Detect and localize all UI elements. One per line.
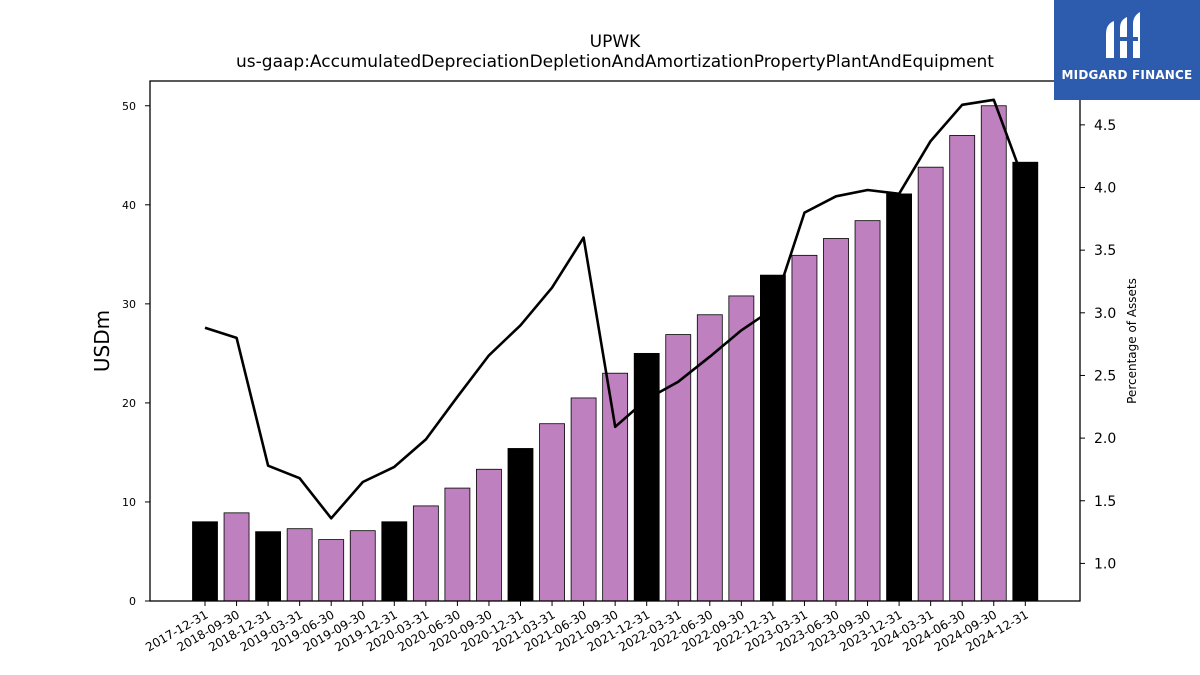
bar-2018-09-30 <box>223 512 250 602</box>
bar-2019-03-31 <box>286 528 313 602</box>
right-tick-label: 1.5 <box>1094 494 1116 510</box>
bar-2020-06-30 <box>444 487 471 602</box>
bar-2019-06-30 <box>318 539 345 602</box>
bar-2023-03-31 <box>791 254 818 602</box>
bar-series <box>192 105 1039 602</box>
y2-axis-label: Percentage of Assets <box>1125 278 1139 404</box>
bar-2022-12-31 <box>760 274 786 602</box>
bar-2024-06-30 <box>949 135 976 602</box>
x-axis: 2017-12-312018-09-302018-12-312019-03-31… <box>143 601 1031 654</box>
percentage-line-series <box>204 98 1027 520</box>
midgard-logo-icon <box>1106 12 1140 58</box>
bar-2017-12-31 <box>192 521 218 602</box>
bar-2023-06-30 <box>823 238 849 602</box>
bar-2023-09-30 <box>854 220 881 602</box>
bar-2022-09-30 <box>728 295 755 602</box>
bar-2019-09-30 <box>349 530 376 602</box>
left-tick-label: 30 <box>122 298 136 311</box>
bar-2021-12-31 <box>633 352 660 602</box>
logo-wordmark: MIDGARD FINANCE <box>1061 68 1193 82</box>
chart-subtitle: us-gaap:AccumulatedDepreciationDepletion… <box>236 52 994 72</box>
bar-2020-09-30 <box>476 468 502 602</box>
bar-2020-12-31 <box>507 448 534 602</box>
right-tick-label: 4.0 <box>1094 181 1116 197</box>
bar-2024-12-31 <box>1012 161 1039 602</box>
right-tick-label: 2.5 <box>1094 368 1116 384</box>
percentage-line <box>204 98 1027 520</box>
bar-2021-03-31 <box>539 423 565 602</box>
right-tick-label: 2.0 <box>1094 431 1116 447</box>
y-axis-label: USDm <box>90 310 114 372</box>
right-tick-label: 3.5 <box>1094 243 1116 259</box>
left-tick-label: 0 <box>129 595 136 608</box>
bar-2018-12-31 <box>255 531 282 602</box>
bar-2020-03-31 <box>412 505 439 602</box>
bar-2024-03-31 <box>917 166 944 602</box>
bar-2021-09-30 <box>602 372 629 602</box>
left-tick-label: 20 <box>122 397 136 410</box>
right-tick-label: 3.0 <box>1094 306 1116 322</box>
chart-title: UPWK <box>589 32 641 52</box>
right-tick-label: 1.0 <box>1094 556 1116 572</box>
left-tick-label: 40 <box>122 199 136 212</box>
left-y-axis: 0 10 20 30 40 50 <box>122 100 150 608</box>
right-y-axis: 1.0 1.5 2.0 2.5 3.0 3.5 4.0 4.5 <box>1080 118 1116 572</box>
bar-2021-06-30 <box>570 397 597 602</box>
bar-2019-12-31 <box>381 521 408 602</box>
bar-2022-03-31 <box>665 334 692 602</box>
bar-2023-12-31 <box>886 193 912 602</box>
right-tick-label: 4.5 <box>1094 118 1116 134</box>
bar-2024-09-30 <box>980 105 1007 602</box>
left-tick-label: 10 <box>122 496 136 509</box>
midgard-finance-logo: MIDGARD FINANCE <box>1054 0 1200 100</box>
left-tick-label: 50 <box>122 100 136 113</box>
